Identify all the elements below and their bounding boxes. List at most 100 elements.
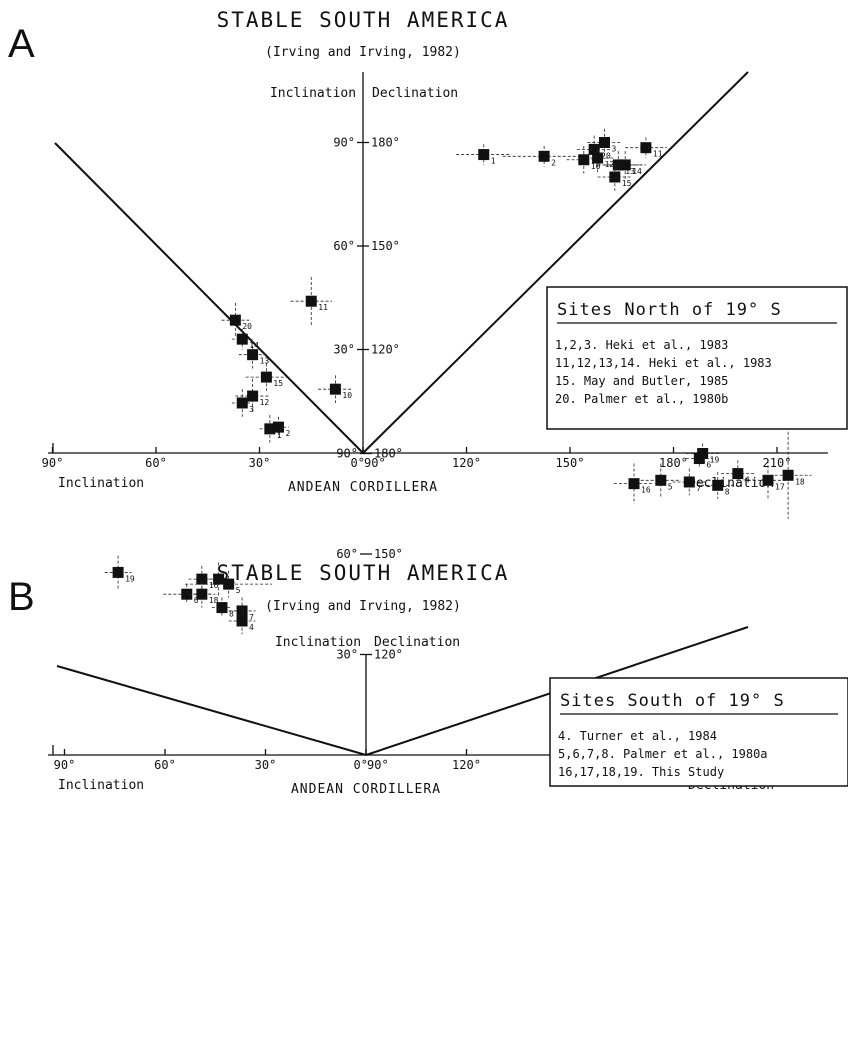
inclination-site-label: 2 xyxy=(285,429,290,438)
x-tick-label-inclination: 0° xyxy=(351,456,365,470)
declination-site-label: 8 xyxy=(725,487,730,496)
declination-site-label: 20 xyxy=(601,151,611,160)
x-tick-label-inclination: 30° xyxy=(255,758,277,772)
x-tick-label-inclination: 90° xyxy=(42,456,64,470)
right-axis-label: Declination xyxy=(374,635,460,650)
panel-label: B xyxy=(8,575,35,619)
inclination-site-point xyxy=(181,588,193,600)
inclination-site-label: 15 xyxy=(273,379,283,388)
y-tick-label-inclination: 30° xyxy=(336,648,358,662)
y-tick-label-inclination: 60° xyxy=(333,239,355,253)
inclination-site-point xyxy=(236,615,248,627)
panel-b: B STABLE SOUTH AMERICA (Irving and Irving,… xyxy=(8,431,848,797)
declination-site-point xyxy=(592,152,604,164)
legend-box xyxy=(546,286,848,430)
inclination-site-point xyxy=(196,573,208,585)
x-axis-title: ANDEAN CORDILLERA xyxy=(291,782,441,797)
declination-site-point xyxy=(782,469,794,481)
inclination-site-label: 20 xyxy=(242,322,252,331)
inclination-site-point xyxy=(260,371,272,383)
inclination-site-point xyxy=(196,588,208,600)
declination-site-point xyxy=(609,171,621,183)
declination-site-label: 11 xyxy=(653,150,663,159)
right-axis-label: Declination xyxy=(372,86,458,101)
chart-subtitle: (Irving and Irving, 1982) xyxy=(265,599,461,614)
inclination-site-label: 5 xyxy=(236,586,241,595)
y-tick-label-declination: 150° xyxy=(374,547,403,561)
legend-entry: 5,6,7,8. Palmer et al., 1980a xyxy=(558,747,768,761)
declination-site-label: 19 xyxy=(710,456,720,465)
inclination-site-point xyxy=(264,423,276,435)
declination-site-label: 12 xyxy=(605,160,615,169)
x-axis-title: ANDEAN CORDILLERA xyxy=(288,480,438,495)
declination-site-label: 16 xyxy=(641,486,651,495)
y-tick-label-declination: 120° xyxy=(371,343,400,357)
inclination-site-label: 7 xyxy=(249,613,254,622)
inclination-site-label: 12 xyxy=(260,398,270,407)
inclination-site-point xyxy=(305,295,317,307)
declination-site-point xyxy=(612,159,624,171)
declination-site-point xyxy=(538,150,550,162)
declination-site-label: 5 xyxy=(668,482,673,491)
inclination-site-label: 11 xyxy=(318,303,328,312)
legend-entry: 4. Turner et al., 1984 xyxy=(558,729,717,743)
y-tick-label-inclination: 90° xyxy=(336,447,358,461)
x-tick-label-inclination: 0° xyxy=(354,758,368,772)
x-tick-label-inclination: 30° xyxy=(249,456,271,470)
legend-entry: 16,17,18,19. This Study xyxy=(558,765,724,779)
x-tick-label-declination: 90° xyxy=(367,758,389,772)
x-tick-label-declination: 90° xyxy=(364,456,386,470)
y-tick-label-inclination: 90° xyxy=(333,136,355,150)
y-tick-label-declination: 180° xyxy=(371,136,400,150)
declination-site-label: 6 xyxy=(706,461,711,470)
inclination-site-point xyxy=(247,349,259,361)
declination-site-label: 7 xyxy=(696,484,701,493)
inclination-site-label: 16 xyxy=(209,581,219,590)
legend-entry: 11,12,13,14. Heki et al., 1983 xyxy=(555,356,772,370)
declination-site-label: 14 xyxy=(632,167,642,176)
inclination-site-point xyxy=(236,605,248,617)
declination-site-label: 2 xyxy=(551,158,556,167)
declination-site-label: 13 xyxy=(625,167,635,176)
inclination-site-point xyxy=(223,578,235,590)
y-tick-label-inclination: 30° xyxy=(333,343,355,357)
inclination-site-point xyxy=(272,421,284,433)
inclination-site-label: 14 xyxy=(249,341,259,350)
inclination-site-label: 1 xyxy=(277,431,282,440)
x-tick-label-declination: 120° xyxy=(452,456,481,470)
x-tick-label-inclination: 60° xyxy=(154,758,176,772)
x-tick-label-declination: 120° xyxy=(452,758,481,772)
legend-box xyxy=(549,677,848,787)
x-label-declination: Declination xyxy=(688,476,774,491)
declination-site-point xyxy=(578,154,590,166)
declination-site-point xyxy=(478,149,490,161)
x-tick-label-inclination: 90° xyxy=(54,758,76,772)
declination-site-point xyxy=(683,476,695,488)
legend-entry: 1,2,3. Heki et al., 1983 xyxy=(555,338,728,352)
declination-site-point xyxy=(640,142,652,154)
inclination-reference-line xyxy=(56,665,367,756)
x-label-inclination: Inclination xyxy=(58,476,144,491)
y-tick-label-declination: 180° xyxy=(374,447,403,461)
inclination-site-label: 10 xyxy=(342,391,352,400)
declination-site-point xyxy=(732,468,744,480)
panel-a: A STABLE SOUTH AMERICA (Irving and Irving,… xyxy=(8,8,848,495)
declination-site-label: 15 xyxy=(622,179,632,188)
inclination-reference-line xyxy=(54,142,364,454)
legend-title: Sites South of 19° S xyxy=(560,691,785,711)
legend-title: Sites North of 19° S xyxy=(557,300,782,320)
declination-site-point xyxy=(762,474,774,486)
inclination-site-point xyxy=(236,333,248,345)
declination-site-point xyxy=(693,453,705,465)
inclination-site-label: 8 xyxy=(229,610,234,619)
declination-site-point xyxy=(628,478,640,490)
declination-site-point xyxy=(655,474,667,486)
panel-label: A xyxy=(8,22,35,66)
inclination-site-label: 18 xyxy=(209,596,219,605)
chart-subtitle: (Irving and Irving, 1982) xyxy=(265,45,461,60)
declination-site-point xyxy=(599,137,610,148)
declination-site-label: 10 xyxy=(591,162,601,171)
chart-title: STABLE SOUTH AMERICA xyxy=(217,561,510,585)
inclination-site-point xyxy=(229,314,241,326)
